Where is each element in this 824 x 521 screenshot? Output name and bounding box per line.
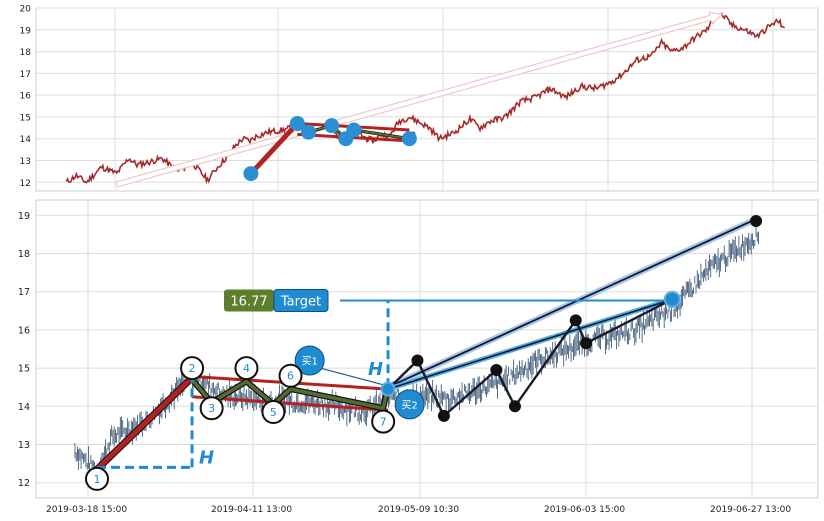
top-y-tick-label: 17 — [20, 70, 31, 80]
bottom-x-tick-label: 2019-03-18 15:00 — [46, 505, 127, 515]
buy1-marker — [294, 345, 325, 376]
pattern-point-label: 6 — [287, 370, 294, 383]
bottom-y-tick-label: 15 — [18, 364, 30, 375]
buy1-connector — [321, 367, 386, 386]
pattern-point-5 — [261, 400, 286, 425]
buy1-label: 买1 — [301, 355, 317, 367]
pattern-point-1 — [85, 466, 109, 491]
trend-end-point — [750, 215, 763, 228]
target-price-box — [224, 289, 274, 312]
zigzag-point — [580, 337, 593, 350]
bottom-y-tick-label: 19 — [18, 211, 30, 222]
buy2-label: 买2 — [401, 399, 417, 411]
pattern-point-label: 3 — [208, 402, 215, 415]
pattern-point-2 — [180, 356, 205, 381]
top-y-tick-label: 13 — [20, 157, 31, 167]
pattern-point-7 — [371, 409, 396, 434]
bottom-y-tick-label: 18 — [18, 249, 30, 260]
top-pattern-point — [300, 124, 316, 140]
target-label-text: Target — [280, 294, 321, 309]
top-target-arrow — [115, 11, 724, 188]
breakout-path — [387, 298, 673, 390]
breakout-point — [380, 381, 396, 397]
bottom-y-tick-label: 12 — [18, 478, 30, 489]
trend-line — [387, 218, 757, 389]
height-label-right: H — [368, 359, 383, 380]
top-y-tick-label: 16 — [20, 92, 32, 102]
top-y-tick-label: 12 — [20, 179, 31, 189]
top-flag-boundary — [297, 132, 410, 143]
zigzag-point — [569, 314, 582, 327]
flag-boundary — [191, 395, 389, 412]
bottom-y-tick-label: 17 — [18, 287, 30, 298]
zigzag-point — [437, 409, 450, 422]
overview-panel: 12 13 14 15 16 17 18 19 20 — [20, 5, 819, 192]
top-y-tick-label: 19 — [20, 26, 32, 36]
zigzag-point — [508, 400, 521, 413]
pattern-point-4 — [234, 356, 259, 381]
pattern-point-label: 7 — [380, 416, 387, 429]
bottom-x-tick-label: 2019-04-11 13:00 — [211, 505, 292, 515]
top-y-tick-label: 18 — [20, 48, 32, 58]
bottom-y-tick-label: 16 — [18, 325, 30, 336]
target-point — [663, 290, 681, 308]
top-pattern-point — [289, 115, 305, 131]
pattern-point-label: 2 — [189, 362, 196, 375]
bottom-x-tick-label: 2019-06-03 15:00 — [544, 505, 625, 515]
pattern-point-label: 5 — [270, 406, 277, 419]
flagpole — [95, 375, 194, 472]
top-y-tick-label: 14 — [20, 135, 32, 145]
bottom-y-tick-label: 13 — [18, 440, 30, 451]
top-y-tick-label: 20 — [20, 5, 32, 15]
target-label-box — [273, 288, 329, 312]
bottom-y-tick-label: 14 — [18, 402, 30, 413]
target-price-text: 16.77 — [230, 294, 267, 309]
height-label-left: H — [199, 447, 214, 468]
pattern-point-3 — [199, 396, 224, 421]
bottom-x-tick-label: 2019-06-27 13:00 — [710, 505, 791, 515]
top-pattern-point — [243, 166, 259, 182]
pattern-point-label: 4 — [243, 362, 250, 375]
pattern-point-6 — [278, 363, 303, 388]
top-pattern-point — [401, 131, 417, 147]
zigzag-point — [490, 364, 503, 377]
pattern-point-label: 1 — [94, 473, 101, 486]
bottom-x-tick-label: 2019-05-09 10:30 — [378, 505, 459, 515]
top-flagpole — [249, 121, 300, 176]
zigzag-point — [411, 354, 424, 367]
top-pattern-point — [324, 118, 340, 134]
top-y-tick-label: 15 — [20, 113, 31, 123]
buy2-marker — [394, 389, 425, 420]
top-pattern-point — [346, 122, 362, 138]
